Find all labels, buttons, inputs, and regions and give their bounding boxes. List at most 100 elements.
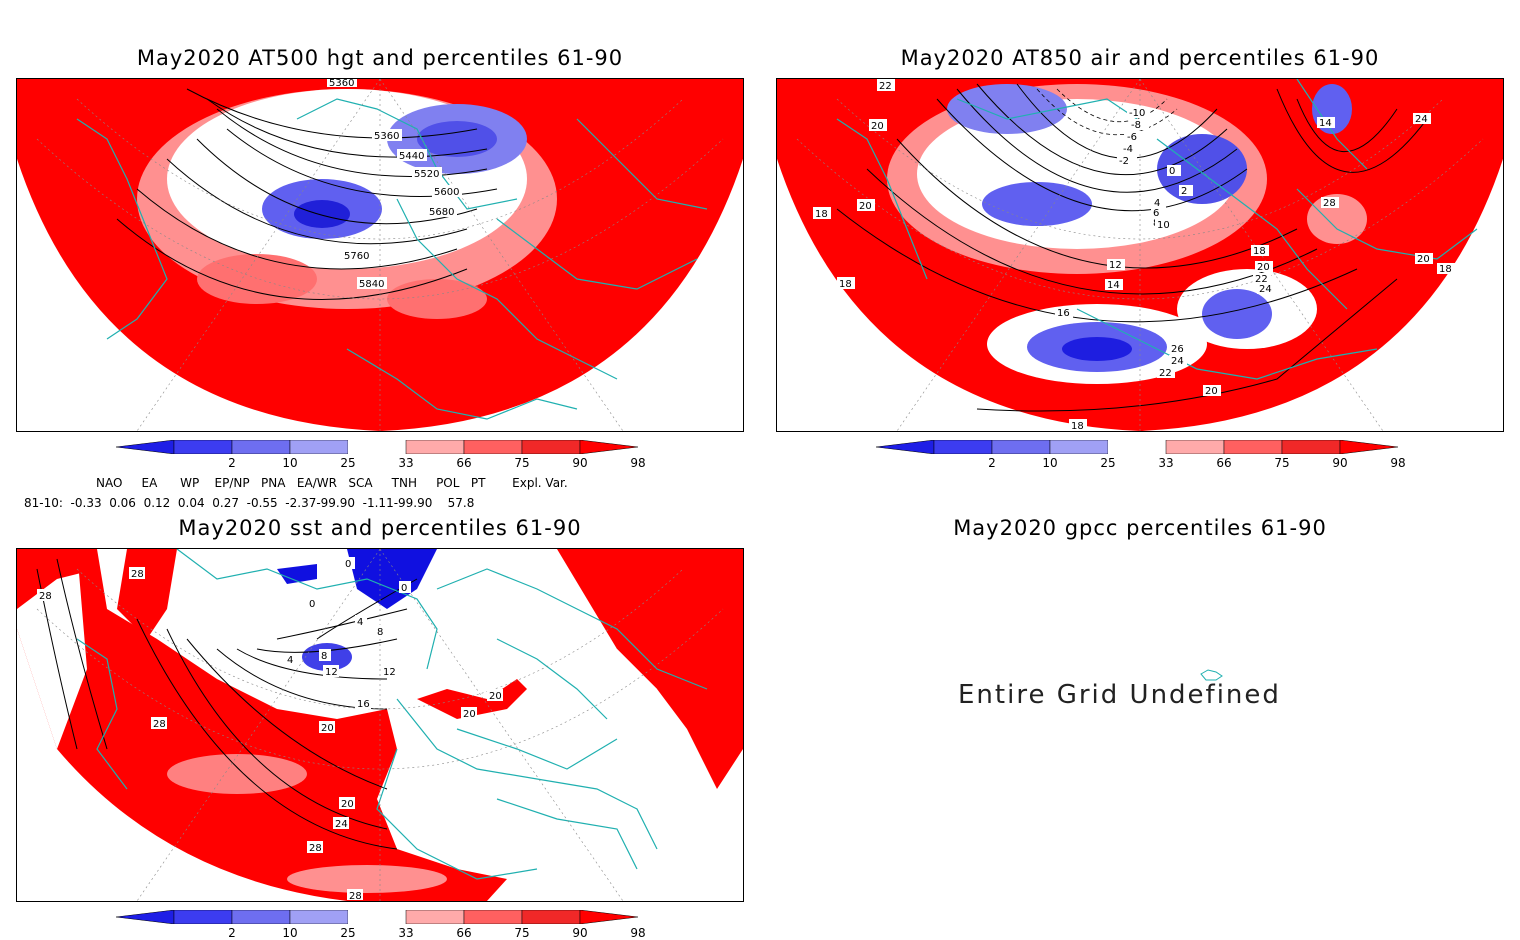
contour-label: 10 [1157, 220, 1170, 231]
contour-label: 20 [321, 723, 334, 734]
colorbar-hgt500: 2 10 25 33 66 75 90 98 [116, 440, 646, 472]
contour-label: 4 [287, 655, 293, 666]
contour-label: 5680 [429, 207, 454, 218]
contour-label: 12 [383, 667, 396, 678]
contour-label: 0 [401, 583, 407, 594]
contour-label: 12 [1109, 260, 1122, 271]
contour-label: 5760 [344, 251, 369, 262]
contour-label: 20 [859, 201, 872, 212]
colorbar-tick-label: 25 [340, 456, 356, 470]
colorbar-tick-label: 10 [1042, 456, 1058, 470]
contour-label: 28 [309, 843, 322, 854]
contour-label: -8 [1131, 120, 1141, 131]
contour-label: 2 [1181, 186, 1187, 197]
colorbar-segment [289, 910, 349, 924]
colorbar-segment [521, 910, 581, 924]
contour-label: 5600 [434, 187, 459, 198]
contour-label: 28 [349, 891, 362, 901]
teleconnection-header: NAO EA WP EP/NP PNA EA/WR SCA TNH POL PT… [96, 476, 568, 490]
colorbar-tick-label: 2 [228, 926, 236, 940]
colorbar-segment [405, 910, 465, 924]
contour-label: 22 [1159, 368, 1172, 379]
colorbar-segment [1165, 440, 1225, 454]
contour-label: 18 [1253, 246, 1266, 257]
colorbar-segment [231, 440, 291, 454]
colorbar-tick-label: 90 [572, 926, 588, 940]
contour-label: 18 [1439, 264, 1452, 275]
colorbar-segment [1281, 440, 1341, 454]
contour-label: 20 [1417, 254, 1430, 265]
contour-label: 22 [879, 81, 892, 92]
colorbar-arrow-low [116, 910, 175, 924]
colorbar-tick-label: 66 [1216, 456, 1232, 470]
map-panel-gpcc: Entire Grid Undefined [776, 548, 1502, 900]
contour-label: 5440 [399, 151, 424, 162]
contour-label: -4 [1123, 144, 1133, 155]
colorbar-air850: 2 10 25 33 66 75 90 98 [876, 440, 1406, 472]
colorbar-segment [1223, 440, 1283, 454]
contour-label: 18 [815, 209, 828, 220]
colorbar-tick-label: 90 [572, 456, 588, 470]
colorbar-tick-label: 10 [282, 926, 298, 940]
colorbar-segment [173, 910, 233, 924]
contour-label: 5360 [374, 131, 399, 142]
contour-label: 26 [1171, 344, 1184, 355]
colorbar-tick-label: 10 [282, 456, 298, 470]
colorbar-tick-label: 33 [398, 926, 414, 940]
colorbar-tick-label: 98 [1390, 456, 1406, 470]
colorbar-segment [463, 910, 523, 924]
colorbar-tick-label: 25 [340, 926, 356, 940]
contour-label: 5520 [414, 169, 439, 180]
colorbar-arrow-high [579, 910, 639, 924]
contour-label: 6 [1153, 208, 1159, 219]
panel-title-hgt500: May2020 AT500 hgt and percentiles 61-90 [136, 46, 624, 70]
colorbar-tick-label: 75 [514, 456, 530, 470]
contour-label: 0 [309, 599, 315, 610]
contour-label: 28 [131, 569, 144, 580]
contour-label: 28 [1323, 198, 1336, 209]
contour-label: -10 [1129, 108, 1145, 119]
contour-label: 20 [1257, 262, 1270, 273]
contour-label: 20 [463, 709, 476, 720]
contour-label: 28 [153, 719, 166, 730]
contour-label: 20 [871, 121, 884, 132]
contour-label: 5840 [359, 279, 384, 290]
colorbar-segment [231, 910, 291, 924]
colorbar-segment [933, 440, 993, 454]
contour-label: 28 [39, 591, 52, 602]
colorbar-arrow-low [116, 440, 175, 454]
colorbar-tick-label: 98 [630, 456, 646, 470]
contour-label: 20 [341, 799, 354, 810]
colorbar-tick-label: 75 [1274, 456, 1290, 470]
contour-label: 20 [1205, 386, 1218, 397]
colorbar-arrow-low [876, 440, 935, 454]
colorbar-arrow-high [1339, 440, 1399, 454]
contour-label: 24 [1259, 284, 1272, 295]
teleconnection-values: 81-10: -0.33 0.06 0.12 0.04 0.27 -0.55 -… [24, 496, 475, 510]
undefined-message: Entire Grid Undefined [958, 680, 1281, 710]
contour-label: 14 [1319, 118, 1332, 129]
colorbar-segment [405, 440, 465, 454]
contour-label: 0 [345, 559, 351, 570]
colorbar-segment [1049, 440, 1109, 454]
colorbar-tick-label: 66 [456, 456, 472, 470]
panel-title-gpcc: May2020 gpcc percentiles 61-90 [953, 516, 1327, 540]
contour-label: -6 [1127, 132, 1137, 143]
contour-label: 24 [1415, 114, 1428, 125]
panel-title-air850: May2020 AT850 air and percentiles 61-90 [900, 46, 1380, 70]
contour-label: 18 [1071, 421, 1084, 431]
contour-label: -2 [1119, 156, 1129, 167]
colorbar-segment [348, 910, 406, 924]
contour-label: 16 [357, 699, 370, 710]
colorbar-tick-label: 66 [456, 926, 472, 940]
colorbar-tick-label: 33 [398, 456, 414, 470]
contour-label: 24 [335, 819, 348, 830]
contour-label: 8 [377, 627, 383, 638]
contour-label: 14 [1107, 280, 1120, 291]
contour-label: 16 [1057, 308, 1070, 319]
colorbar-segment [521, 440, 581, 454]
contour-label: 20 [489, 691, 502, 702]
contour-label: 0 [1169, 166, 1175, 177]
colorbar-segment [348, 440, 406, 454]
contour-label: 18 [839, 279, 852, 290]
